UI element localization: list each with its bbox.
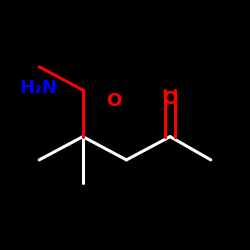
Text: H₂N: H₂N (19, 79, 57, 97)
Text: O: O (106, 92, 122, 110)
Text: O: O (162, 90, 177, 108)
